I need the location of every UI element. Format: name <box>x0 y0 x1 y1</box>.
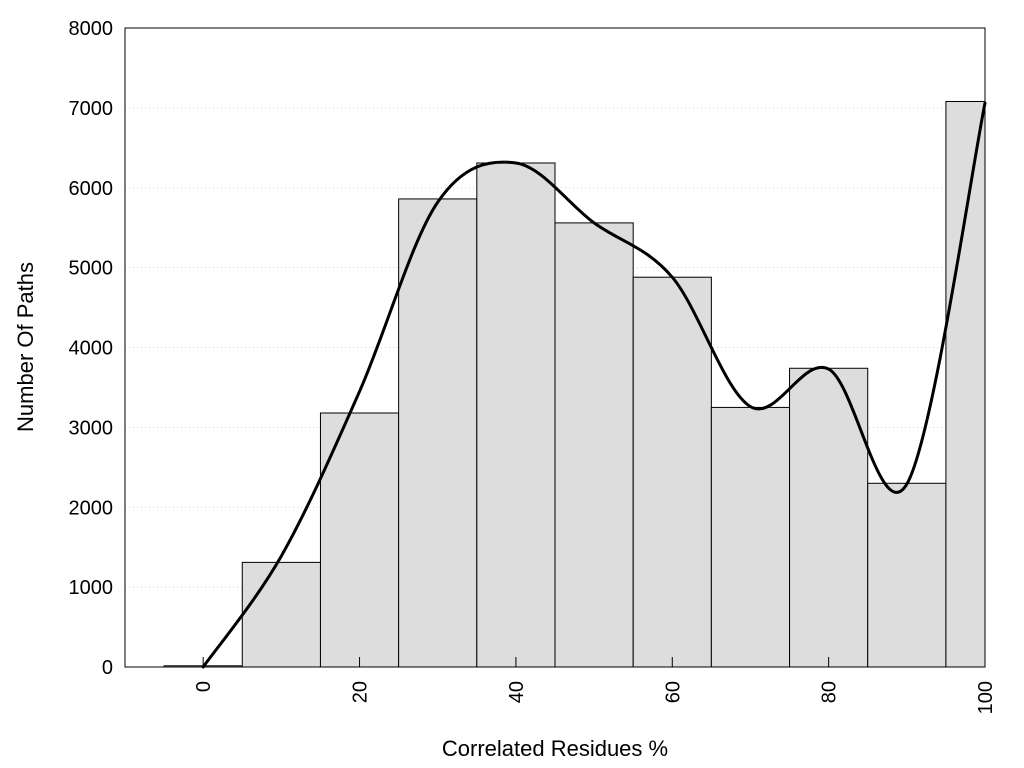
x-tick-label: 60 <box>662 681 684 703</box>
histogram-bar <box>710 406 791 668</box>
y-tick-label: 1000 <box>69 577 114 599</box>
plot-frame <box>124 27 986 668</box>
y-axis-ticks: 0 1000 2000 3000 4000 5000 6000 7000 8000 <box>69 18 114 679</box>
y-tick-label: 5000 <box>69 258 114 280</box>
histogram-bar <box>398 198 478 668</box>
histogram-bar <box>554 222 634 668</box>
histogram-bar <box>632 276 712 668</box>
histogram-bar <box>241 561 321 668</box>
y-tick-label: 8000 <box>69 18 114 40</box>
y-tick-label: 4000 <box>69 338 114 360</box>
y-tick-label: 7000 <box>69 98 114 120</box>
density-curve-line <box>201 101 987 669</box>
y-tick-label: 6000 <box>69 178 114 200</box>
y-tick-label: 0 <box>102 657 113 679</box>
x-axis-ticks: 0 20 40 60 80 100 <box>193 657 997 714</box>
histogram-bar <box>319 412 400 668</box>
y-tick-label: 3000 <box>69 417 114 439</box>
x-tick-label: 80 <box>819 681 841 703</box>
y-tick-label: 2000 <box>69 497 114 519</box>
x-axis-label: Correlated Residues % <box>442 736 668 761</box>
histogram-bar <box>867 482 947 668</box>
x-tick-label: 40 <box>506 681 528 703</box>
histogram-bar <box>476 162 556 668</box>
histogram-bar <box>789 367 869 668</box>
density-curve <box>201 101 987 669</box>
x-tick-label: 0 <box>193 681 215 692</box>
x-tick-label: 100 <box>975 681 997 714</box>
histogram-bar <box>945 100 986 668</box>
histogram-bars <box>163 100 986 668</box>
x-tick-label: 20 <box>350 681 372 703</box>
y-axis-label: Number Of Paths <box>13 262 38 432</box>
